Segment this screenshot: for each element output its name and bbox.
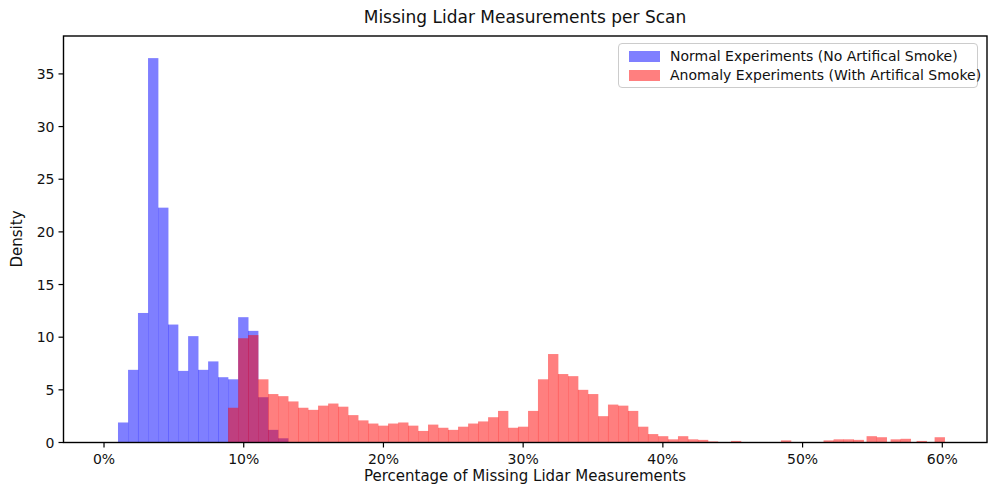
normal-series-swatch: [629, 51, 660, 62]
histogram-bar: [578, 390, 588, 443]
histogram-bar: [478, 421, 488, 442]
x-axis-ticks: 0% 10% 20% 30% 40% 50% 60%: [93, 443, 958, 467]
histogram-bar: [228, 408, 238, 443]
x-tick-label: 0%: [93, 451, 115, 467]
histogram-bar: [658, 436, 668, 442]
legend-row-normal: Normal Experiments (No Artifical Smoke): [629, 49, 967, 63]
histogram-bar: [628, 411, 638, 443]
y-tick-label: 5: [46, 382, 55, 398]
histogram-bar: [867, 436, 877, 442]
histogram-bar: [328, 404, 338, 443]
histogram-bar: [138, 313, 148, 443]
histogram-bar: [508, 428, 518, 443]
histogram-bar: [528, 411, 538, 443]
histogram-bar: [438, 428, 448, 443]
histogram-bar: [248, 335, 258, 442]
histogram-bar: [298, 408, 308, 443]
y-tick-label: 15: [37, 277, 55, 293]
histogram-bar: [188, 336, 198, 442]
histogram-bar: [178, 371, 188, 443]
histogram-bar: [877, 437, 887, 442]
x-tick-label: 40%: [647, 451, 678, 467]
histogram-bar: [408, 426, 418, 443]
histogram-bar: [258, 379, 268, 442]
x-tick-label: 30%: [508, 451, 539, 467]
y-tick-label: 20: [37, 224, 55, 240]
legend-row-anomaly: Anomaly Experiments (With Artifical Smok…: [629, 68, 967, 82]
histogram-bar: [218, 377, 228, 442]
histogram-bar: [538, 379, 548, 442]
histogram-bar: [568, 376, 578, 442]
histogram-bar: [488, 417, 498, 442]
histogram-bar: [288, 401, 298, 442]
histogram-bar: [308, 410, 318, 443]
anomaly-series-bars: [228, 335, 945, 442]
legend: Normal Experiments (No Artifical Smoke) …: [618, 43, 978, 88]
histogram-bar: [158, 208, 168, 443]
histogram-bar: [468, 424, 478, 443]
y-tick-label: 35: [37, 66, 55, 82]
histogram-bar: [428, 425, 438, 443]
histogram-bar: [448, 430, 458, 443]
histogram-bar: [648, 434, 658, 442]
histogram-bar: [458, 427, 468, 443]
x-tick-label: 50%: [787, 451, 818, 467]
histogram-bar: [368, 424, 378, 443]
histogram-bar: [518, 427, 528, 443]
histogram-bar: [598, 416, 608, 442]
legend-label-normal: Normal Experiments (No Artifical Smoke): [670, 49, 958, 63]
histogram-bar: [268, 394, 278, 442]
histogram-bar: [358, 420, 368, 442]
histogram-bar: [398, 422, 408, 442]
y-tick-label: 30: [37, 119, 55, 135]
x-tick-label: 60%: [927, 451, 958, 467]
histogram-bar: [238, 338, 248, 442]
x-tick-label: 10%: [228, 451, 259, 467]
histogram-bar: [558, 374, 568, 442]
histogram-bar: [548, 354, 558, 442]
legend-label-anomaly: Anomaly Experiments (With Artifical Smok…: [670, 68, 981, 82]
y-tick-label: 25: [37, 171, 55, 187]
histogram-bar: [935, 437, 945, 442]
anomaly-series-swatch: [629, 70, 660, 81]
y-tick-label: 0: [46, 435, 55, 451]
x-axis-label: Percentage of Missing Lidar Measurements: [63, 467, 987, 485]
histogram-bar: [338, 407, 348, 443]
y-axis-ticks: 0 5 10 15 20 25 30 35: [37, 66, 64, 451]
histogram-bar: [388, 424, 398, 443]
histogram-bar: [608, 405, 618, 443]
y-tick-label: 10: [37, 329, 55, 345]
histogram-bar: [128, 370, 138, 443]
x-tick-label: 20%: [368, 451, 399, 467]
histogram-bar: [678, 436, 688, 442]
histogram-bar: [588, 394, 598, 442]
histogram-bar: [118, 422, 128, 442]
histogram-bar: [418, 431, 428, 443]
histogram-bar: [638, 427, 648, 443]
chart-title: Missing Lidar Measurements per Scan: [63, 7, 987, 27]
histogram-bar: [318, 406, 328, 443]
histogram-bar: [148, 58, 158, 442]
histogram-bar: [208, 361, 218, 442]
histogram-bar: [168, 325, 178, 443]
histogram-bar: [378, 426, 388, 443]
histogram-bar: [278, 396, 288, 442]
histogram-bar: [498, 411, 508, 443]
histogram-bar: [198, 370, 208, 443]
histogram-bar: [348, 415, 358, 442]
histogram-figure: 0% 10% 20% 30% 40% 50% 60% 0 5 10 15 20 25 30 35 Miss…: [0, 0, 1000, 500]
histogram-bar: [618, 406, 628, 443]
